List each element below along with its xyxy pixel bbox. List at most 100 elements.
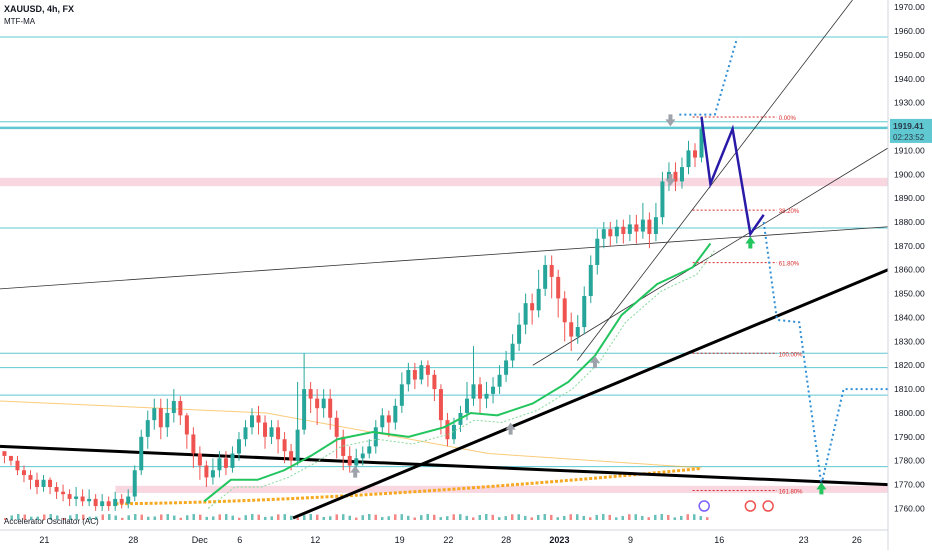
oscillator-bar: [10, 515, 13, 520]
oscillator-bar: [680, 515, 683, 520]
oscillator-bar: [264, 516, 267, 520]
ema-dot: [315, 495, 319, 499]
oscillator-bar: [43, 514, 46, 520]
fib-label: 161.80%: [779, 490, 803, 496]
candle-body: [8, 455, 13, 461]
oscillator-bar: [433, 514, 436, 520]
oscillator-bar: [582, 515, 585, 520]
oscillator-bar: [36, 516, 39, 520]
ema-dot: [359, 493, 363, 497]
ema-dot: [213, 500, 217, 504]
candle-body: [510, 343, 515, 361]
ema-dot: [515, 482, 519, 486]
ema-dot: [598, 476, 602, 480]
price-tick-label: 1770.00: [894, 480, 925, 490]
candle-body: [74, 496, 79, 499]
oscillator-bar: [478, 515, 481, 520]
price-tick-label: 1860.00: [894, 265, 925, 275]
oscillator-bar: [212, 516, 215, 520]
time-tick-label: 28: [501, 535, 511, 545]
ema-dot: [462, 486, 466, 490]
oscillator-bar: [452, 514, 455, 520]
price-tick-label: 1850.00: [894, 289, 925, 299]
oscillator-bar: [439, 517, 442, 520]
candle-body: [197, 453, 202, 466]
ema-dot: [242, 499, 246, 503]
candle-body: [445, 420, 450, 440]
trendline: [576, 0, 853, 361]
oscillator-bar: [4, 518, 7, 520]
time-tick-label: 12: [310, 535, 320, 545]
ema-dot: [623, 474, 627, 478]
event-icon: [698, 500, 710, 512]
oscillator-bar: [530, 517, 533, 520]
oscillator-bar: [166, 514, 169, 520]
candle-body: [48, 479, 53, 487]
candle-body: [171, 401, 176, 413]
ema-dot: [423, 489, 427, 493]
candle-body: [588, 264, 593, 296]
ema-dot: [330, 495, 334, 499]
oscillator-bar: [426, 514, 429, 520]
oscillator-bar: [114, 515, 117, 520]
oscillator-label[interactable]: Accelerator Oscillator (AC): [4, 517, 99, 526]
candle-body: [419, 365, 424, 380]
time-tick-label: 22: [443, 535, 453, 545]
ema-dot: [589, 477, 593, 481]
price-countdown: 02:23:52: [893, 133, 925, 142]
oscillator-bar: [23, 514, 26, 520]
oscillator-bar: [134, 514, 137, 520]
oscillator-bar: [413, 517, 416, 520]
arrow-up-icon: [816, 482, 827, 495]
time-tick-label: Dec: [192, 535, 209, 545]
candle-body: [621, 226, 626, 234]
ema-dot: [428, 489, 432, 493]
candle-body: [367, 446, 372, 454]
oscillator-bar: [628, 514, 631, 520]
candle-body: [308, 389, 313, 399]
indicator-label[interactable]: MTF-MA: [4, 17, 36, 26]
candle-body: [61, 491, 66, 495]
time-tick-label: 16: [714, 535, 724, 545]
oscillator-bar: [290, 515, 293, 520]
candle-body: [302, 389, 307, 430]
ema-dot: [349, 494, 353, 498]
oscillator-bar: [504, 516, 507, 520]
candle-body: [562, 298, 567, 323]
price-tick-label: 1760.00: [894, 503, 925, 513]
ema-dot: [447, 487, 451, 491]
oscillator-bar: [342, 514, 345, 520]
symbol-label[interactable]: XAUUSD, 4h, FX: [4, 4, 75, 14]
candle-body: [484, 393, 489, 399]
price-tick-label: 1870.00: [894, 241, 925, 251]
oscillator-bar: [576, 514, 579, 520]
ema-dot: [369, 492, 373, 496]
candle-body: [549, 264, 554, 277]
candle-body: [432, 374, 437, 390]
oscillator-bar: [361, 515, 364, 520]
candle-body: [178, 401, 183, 416]
candle-body: [269, 427, 274, 437]
ema-dot: [677, 469, 681, 473]
ema-dot: [335, 494, 339, 498]
candle-body: [406, 370, 411, 385]
oscillator-bar: [472, 517, 475, 520]
candle-body: [653, 217, 658, 234]
oscillator-bar: [127, 515, 130, 520]
candle-body: [119, 498, 124, 504]
oscillator-bar: [686, 514, 689, 520]
oscillator-bar: [634, 514, 637, 520]
candle-body: [504, 360, 509, 375]
oscillator-bar: [355, 517, 358, 520]
oscillator-bar: [270, 516, 273, 520]
arrow-up-icon: [589, 355, 600, 368]
candle-body: [608, 229, 613, 237]
ema-dot: [491, 484, 495, 488]
candle-body: [321, 398, 326, 409]
ema-dot: [535, 481, 539, 485]
oscillator-bar: [420, 515, 423, 520]
time-tick-label: 9: [628, 535, 633, 545]
oscillator-bar: [69, 515, 72, 520]
